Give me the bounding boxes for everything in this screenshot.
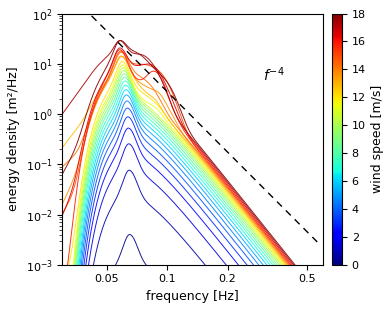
Y-axis label: wind speed [m/s]: wind speed [m/s] <box>371 85 385 193</box>
Text: $f^{-4}$: $f^{-4}$ <box>263 66 285 84</box>
X-axis label: frequency [Hz]: frequency [Hz] <box>146 290 239 303</box>
Y-axis label: energy density [m²/Hz]: energy density [m²/Hz] <box>7 67 20 211</box>
